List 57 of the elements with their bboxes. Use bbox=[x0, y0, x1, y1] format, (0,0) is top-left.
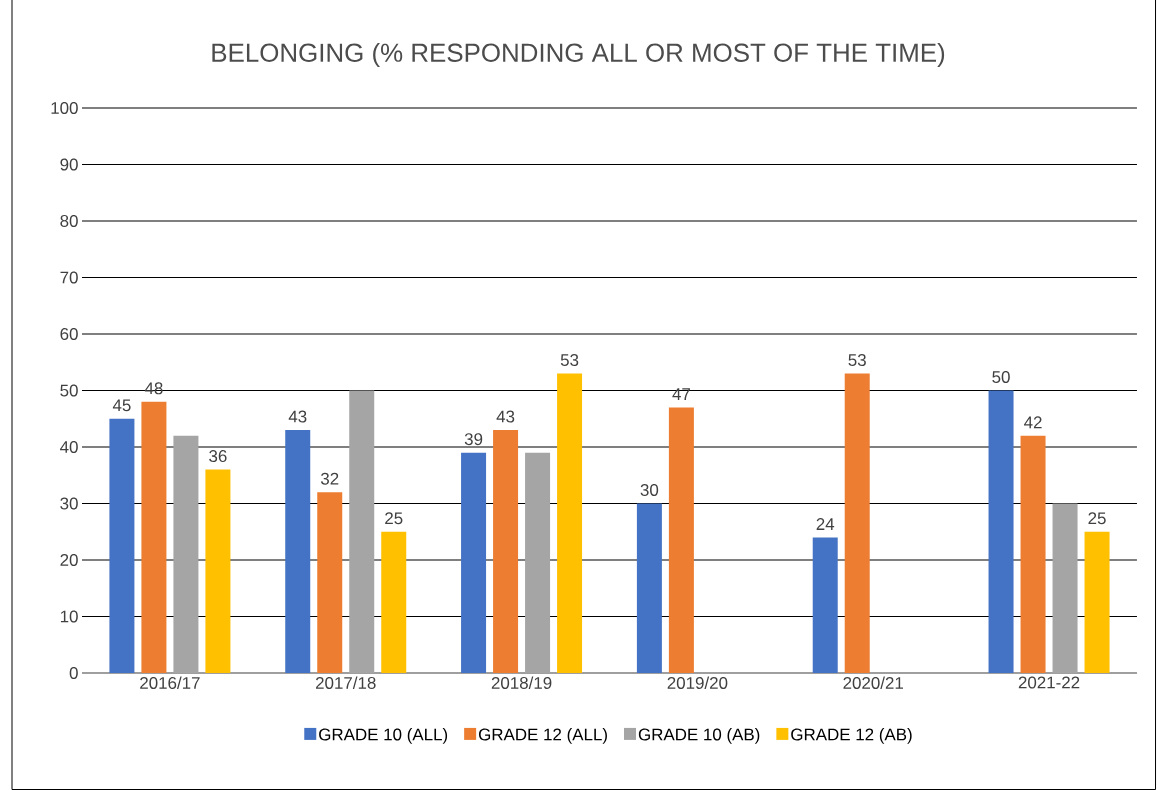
y-tick-label: 20 bbox=[60, 554, 78, 566]
chart-title: BELONGING (% RESPONDING ALL OR MOST OF THE TIME) bbox=[212, 42, 945, 68]
x-tick-label: 2019/20 bbox=[667, 676, 728, 689]
y-tick-label: 0 bbox=[69, 667, 78, 679]
y-tick-label: 70 bbox=[60, 271, 78, 284]
bar bbox=[988, 390, 1014, 673]
data-label: 25 bbox=[1088, 512, 1106, 525]
data-label: 45 bbox=[112, 399, 131, 412]
data-label: 53 bbox=[848, 354, 866, 367]
bar bbox=[1084, 531, 1110, 673]
y-tick-label: 80 bbox=[60, 215, 78, 227]
legend-label: GRADE 12 (AB) bbox=[791, 728, 912, 744]
legend-label: GRADE 10 (ALL) bbox=[319, 728, 448, 744]
y-tick-label: 10 bbox=[60, 610, 78, 623]
data-label: 39 bbox=[464, 433, 483, 446]
bar bbox=[381, 531, 407, 673]
bar bbox=[812, 537, 838, 673]
bar bbox=[525, 452, 551, 673]
y-tick-label: 100 bbox=[51, 101, 78, 114]
data-label: 24 bbox=[816, 518, 835, 530]
bar bbox=[1020, 435, 1046, 673]
bar bbox=[1052, 503, 1078, 673]
x-tick-label: 2021-22 bbox=[1018, 676, 1080, 689]
bar bbox=[285, 430, 311, 673]
bar bbox=[173, 435, 199, 673]
bar bbox=[636, 503, 662, 673]
data-label: 53 bbox=[560, 354, 579, 367]
data-label: 30 bbox=[640, 483, 659, 496]
bar bbox=[349, 390, 375, 673]
data-label: 47 bbox=[672, 388, 690, 400]
data-label: 43 bbox=[496, 410, 515, 423]
x-tick-label: 2016/17 bbox=[140, 676, 200, 689]
y-tick-label: 90 bbox=[60, 158, 78, 171]
bar bbox=[109, 418, 135, 673]
legend-label: GRADE 10 (AB) bbox=[638, 728, 760, 744]
bar bbox=[205, 469, 231, 673]
y-tick-label: 50 bbox=[60, 384, 78, 397]
x-tick-label: 2018/19 bbox=[491, 676, 552, 689]
data-label: 43 bbox=[288, 410, 307, 423]
bar bbox=[493, 430, 519, 673]
bar bbox=[668, 407, 694, 673]
y-tick-label: 40 bbox=[60, 441, 78, 453]
legend-label: GRADE 12 (ALL) bbox=[478, 728, 607, 744]
data-label: 25 bbox=[385, 512, 403, 525]
data-label: 36 bbox=[209, 450, 227, 463]
x-tick-label: 2020/21 bbox=[843, 676, 903, 689]
bar bbox=[844, 373, 870, 673]
y-tick-label: 60 bbox=[60, 328, 78, 340]
data-label: 32 bbox=[320, 472, 339, 485]
bar bbox=[461, 452, 487, 673]
x-tick-label: 2017/18 bbox=[315, 676, 376, 689]
y-tick-label: 30 bbox=[60, 497, 78, 510]
data-label: 50 bbox=[992, 370, 1010, 383]
data-label: 42 bbox=[1024, 416, 1042, 429]
bar bbox=[557, 373, 583, 673]
bar bbox=[317, 492, 343, 673]
bar bbox=[141, 401, 167, 673]
